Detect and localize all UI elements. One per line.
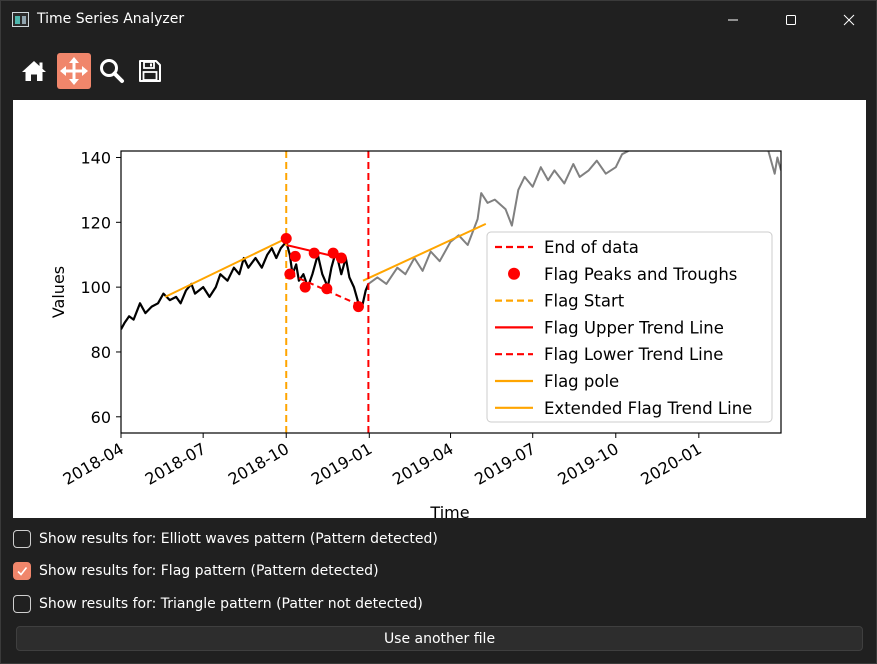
flag-checkbox[interactable] (13, 562, 31, 580)
x-tick-label: 2019-01 (308, 439, 375, 489)
y-tick-label: 140 (80, 148, 111, 167)
option-elliott-waves[interactable]: Show results for: Elliott waves pattern … (13, 528, 438, 550)
series-line-continuation (367, 151, 629, 285)
x-tick-label: 2020-01 (637, 439, 704, 489)
checkmark-icon (17, 567, 28, 576)
x-tick-label: 2018-07 (142, 439, 209, 489)
elliott-waves-checkbox[interactable] (13, 530, 31, 548)
title-bar[interactable]: Time Series Analyzer (1, 1, 877, 39)
legend-entry-label: Flag Peaks and Troughs (544, 265, 737, 284)
maximize-button[interactable] (762, 1, 820, 39)
legend-frame (486, 231, 773, 423)
option-label: Show results for: Triangle pattern (Patt… (39, 596, 423, 612)
flag-pole-line (164, 237, 287, 298)
extended-flag-trend-line (362, 222, 487, 282)
x-tick-label: 2019-10 (554, 439, 621, 489)
move-arrows-icon (60, 57, 88, 85)
zoom-button[interactable] (95, 53, 129, 89)
window-title: Time Series Analyzer (37, 11, 185, 27)
y-tick-label: 120 (80, 213, 111, 232)
flag-peak-trough-point (335, 252, 347, 264)
x-tick-label: 2018-04 (60, 439, 127, 489)
home-icon (22, 61, 46, 81)
flag-peak-trough-point (284, 268, 296, 280)
close-button[interactable] (820, 1, 877, 39)
legend-entry-label: Extended Flag Trend Line (544, 399, 752, 418)
minimize-icon (728, 19, 738, 21)
series-line-continuation-tail (767, 151, 781, 175)
use-another-file-button[interactable]: Use another file (16, 626, 863, 651)
option-flag[interactable]: Show results for: Flag pattern (Pattern … (13, 560, 379, 582)
minimize-button[interactable] (704, 1, 762, 39)
home-button[interactable] (17, 53, 51, 89)
floppy-disk-icon (139, 60, 161, 82)
save-button[interactable] (133, 53, 167, 89)
option-label: Show results for: Flag pattern (Pattern … (39, 563, 379, 579)
magnifier-icon (100, 59, 124, 83)
x-tick-label: 2019-04 (389, 439, 456, 489)
legend-entry-label: End of data (544, 238, 639, 257)
y-tick-label: 80 (91, 343, 111, 362)
flag-peak-trough-point (308, 247, 320, 259)
option-triangle[interactable]: Show results for: Triangle pattern (Patt… (13, 593, 423, 615)
flag-peak-trough-point (352, 301, 364, 313)
plot-canvas[interactable]: 60 80 100 120 140 2018-04 2018-07 2018-10 2019-0… (13, 100, 866, 518)
flag-peak-trough-point (280, 233, 292, 245)
chart-legend: End of data Flag Peaks and Troughs Flag St… (486, 231, 773, 423)
legend-entry-label: Flag Upper Trend Line (544, 318, 724, 337)
legend-entry-label: Flag Start (544, 292, 625, 311)
close-icon (843, 14, 855, 26)
flag-pattern-chart: 60 80 100 120 140 2018-04 2018-07 2018-10 2019-0… (49, 148, 782, 518)
flag-peak-trough-point (289, 250, 301, 262)
y-tick-label: 60 (91, 408, 111, 427)
app-icon (12, 12, 29, 27)
maximize-icon (786, 15, 796, 25)
flag-peak-trough-point (321, 283, 333, 295)
x-tick-label: 2019-07 (471, 439, 538, 489)
flag-peak-trough-point (327, 247, 339, 259)
legend-entry-label: Flag pole (544, 372, 619, 391)
x-axis-label: Time (429, 503, 469, 518)
triangle-checkbox[interactable] (13, 595, 31, 613)
option-label: Show results for: Elliott waves pattern … (39, 531, 438, 547)
legend-entry-label: Flag Lower Trend Line (544, 345, 723, 364)
y-axis-label: Values (49, 266, 68, 318)
y-tick-label: 100 (80, 278, 111, 297)
flag-peak-trough-point (299, 281, 311, 293)
legend-marker (508, 267, 520, 280)
x-tick-label: 2018-10 (225, 439, 292, 489)
pan-button[interactable] (57, 53, 91, 89)
